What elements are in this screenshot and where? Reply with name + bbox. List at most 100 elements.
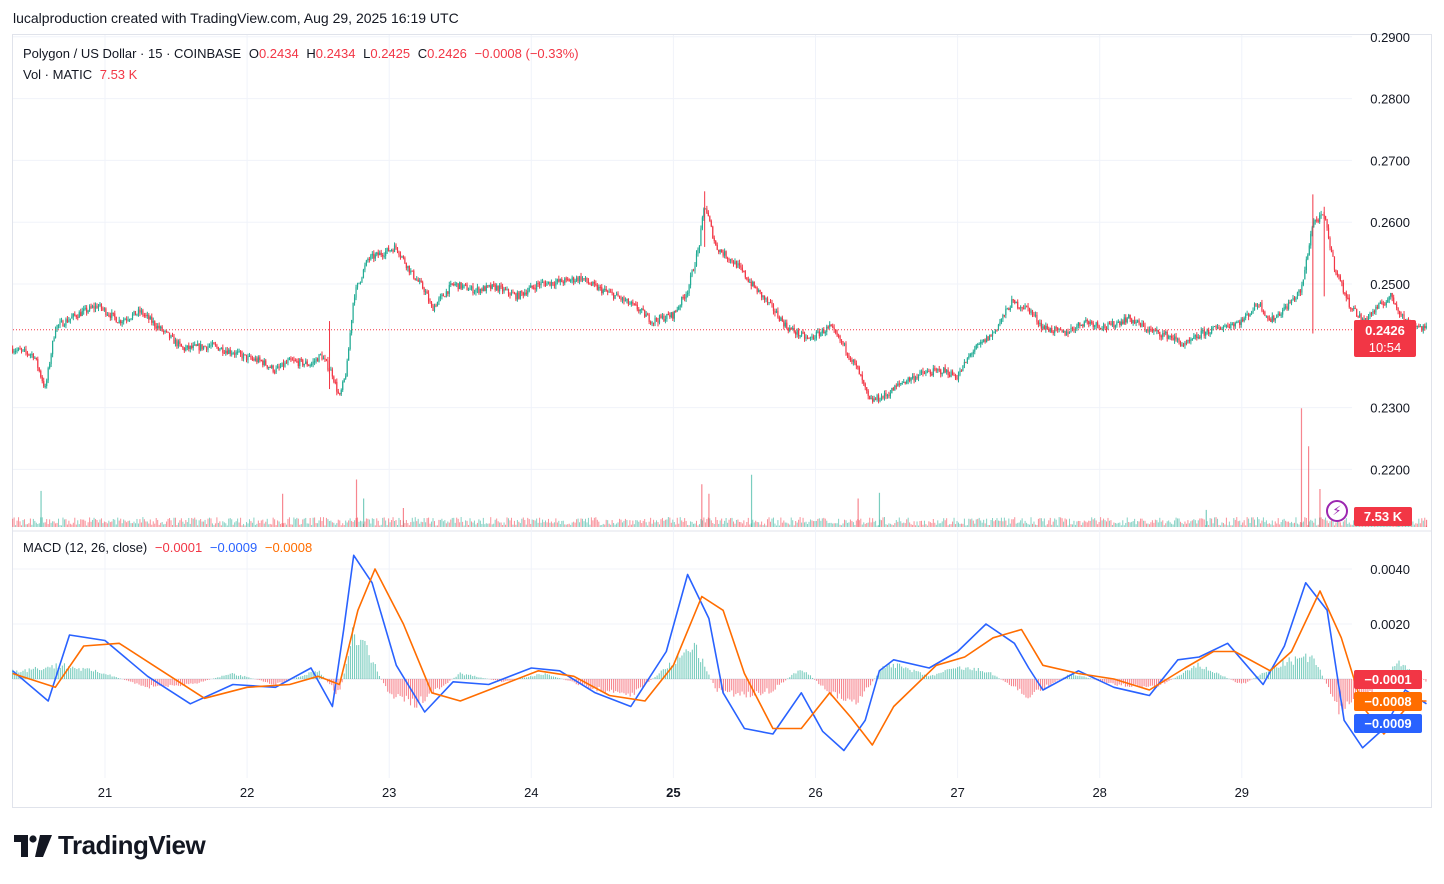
- candle-body: [40, 370, 42, 378]
- candle-body: [131, 314, 134, 319]
- chart-frame[interactable]: [12, 34, 1432, 808]
- candle-body: [792, 327, 794, 329]
- candle-body: [422, 282, 424, 289]
- candle-body: [1416, 325, 1418, 327]
- candle-body: [278, 366, 280, 368]
- candle-body: [541, 282, 544, 284]
- candle-body: [869, 395, 871, 400]
- candle-body: [1276, 314, 1278, 319]
- candle-body: [1012, 299, 1014, 301]
- candle-body: [57, 324, 60, 326]
- candle-body: [901, 382, 903, 384]
- candle-body: [361, 277, 363, 282]
- candle-body: [932, 368, 934, 376]
- candle-body: [63, 325, 66, 327]
- candle-body: [284, 362, 286, 367]
- candle-body: [109, 315, 111, 318]
- candle-body: [490, 285, 492, 289]
- candle-body: [469, 288, 471, 291]
- candle-body: [592, 281, 594, 286]
- candle-body: [1333, 256, 1336, 270]
- candle-body: [1009, 307, 1011, 310]
- candle-body: [574, 280, 576, 283]
- candle-body: [737, 263, 739, 268]
- candle-body: [500, 285, 502, 287]
- candle-body: [913, 376, 915, 381]
- candle-body: [126, 319, 128, 321]
- candle-body: [334, 381, 336, 383]
- candle-body: [1014, 300, 1016, 304]
- candle-body: [425, 291, 427, 293]
- candle-body: [379, 252, 381, 256]
- candle-body: [72, 313, 74, 317]
- candle-body: [510, 292, 513, 296]
- candle-body: [951, 371, 954, 376]
- candle-body: [1296, 292, 1299, 297]
- x-tick-label: 21: [98, 785, 112, 800]
- candle-body: [830, 324, 832, 327]
- candle-body: [1418, 325, 1420, 327]
- candle-body: [843, 343, 846, 345]
- candle-body: [410, 270, 412, 273]
- candle-body: [1319, 215, 1321, 222]
- candle-body: [164, 330, 166, 332]
- candle-body: [1142, 323, 1145, 326]
- candle-body: [798, 330, 800, 336]
- candle-body: [907, 377, 909, 382]
- candle-body: [1324, 216, 1327, 220]
- candle-body: [698, 245, 701, 250]
- candle-body: [645, 314, 647, 317]
- candle-body: [1024, 305, 1026, 309]
- candle-body: [815, 331, 817, 339]
- candle-body: [673, 310, 675, 319]
- candle-body: [1036, 314, 1038, 322]
- candle-body: [438, 298, 440, 302]
- candle-body: [854, 359, 856, 364]
- candle-body: [586, 277, 588, 282]
- candle-body: [687, 293, 689, 295]
- candle-body: [879, 400, 881, 402]
- candle-body: [556, 279, 558, 282]
- candle-body: [1350, 307, 1352, 309]
- candle-body: [1322, 214, 1324, 216]
- candle-body: [322, 358, 325, 360]
- candle-body: [1070, 327, 1072, 332]
- candle-body: [786, 322, 788, 329]
- candle-body: [239, 351, 242, 354]
- candle-body: [1091, 321, 1093, 323]
- candle-body: [1280, 314, 1282, 316]
- candle-body: [573, 277, 575, 283]
- candle-body: [201, 344, 203, 350]
- candle-body: [290, 358, 292, 360]
- candle-body: [934, 368, 936, 370]
- high-label: H0.2434: [306, 46, 356, 61]
- candle-body: [861, 374, 863, 381]
- candle-body: [430, 302, 433, 306]
- candle-body: [1135, 321, 1137, 324]
- candle-body: [682, 296, 684, 298]
- lightning-icon[interactable]: ⚡: [1326, 500, 1348, 522]
- candle-body: [796, 330, 798, 335]
- candle-body: [763, 295, 766, 300]
- candle-body: [621, 297, 624, 300]
- candle-body: [741, 267, 743, 271]
- candle-body: [1211, 328, 1213, 334]
- candle-body: [886, 395, 889, 397]
- candle-body: [1147, 329, 1149, 332]
- candle-body: [827, 326, 829, 328]
- candle-body: [1190, 339, 1192, 342]
- candle-body: [22, 349, 24, 351]
- candle-body: [244, 354, 246, 356]
- candle-body: [103, 308, 106, 310]
- candle-body: [906, 381, 908, 384]
- candle-body: [389, 250, 391, 252]
- candle-body: [235, 352, 237, 355]
- tradingview-logo[interactable]: TradingView: [14, 830, 206, 861]
- candle-body: [392, 249, 394, 252]
- candle-body: [1120, 321, 1122, 325]
- candle-body: [761, 291, 763, 298]
- candle-body: [1313, 221, 1315, 228]
- candle-body: [567, 278, 569, 280]
- candle-body: [485, 285, 487, 292]
